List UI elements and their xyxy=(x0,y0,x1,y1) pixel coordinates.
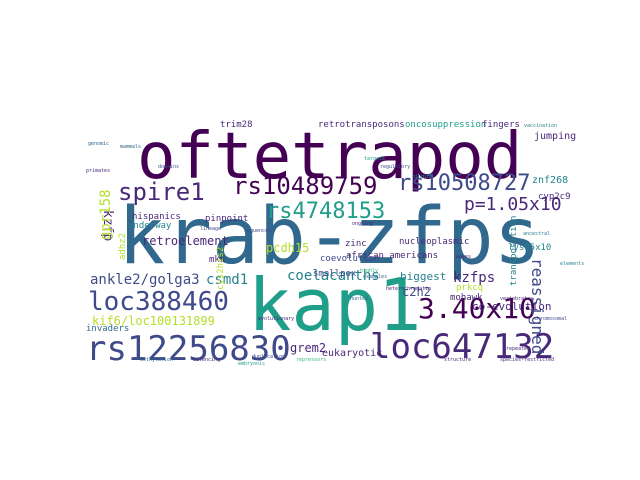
cloud-word: pinpoint xyxy=(205,214,248,224)
cloud-word: retroelement xyxy=(142,234,229,248)
cloud-word: csmd1 xyxy=(206,272,248,288)
cloud-word: mohawk xyxy=(450,293,483,303)
cloud-word: vertebrates xyxy=(500,296,533,302)
cloud-word: elements xyxy=(560,261,584,267)
cloud-word: hunted xyxy=(350,296,368,302)
cloud-word: rs10508727 xyxy=(398,171,530,196)
cloud-word: oftetrapod xyxy=(137,120,522,194)
cloud-word: rs10489759 xyxy=(233,172,378,200)
cloud-word: duplication xyxy=(252,354,285,360)
cloud-word: transposition xyxy=(509,216,519,286)
cloud-word: kif6/loc100131899 xyxy=(92,314,215,328)
cloud-word: regulatory xyxy=(380,164,410,170)
cloud-word: jumping xyxy=(534,131,576,142)
cloud-word: african americans xyxy=(346,251,438,261)
cloud-word: prkcq xyxy=(456,283,483,293)
cloud-word: genomic xyxy=(88,141,109,147)
cloud-word: krab-zfps xyxy=(118,192,541,282)
cloud-word: species-restricted xyxy=(500,357,554,363)
cloud-word: waves xyxy=(456,254,471,260)
cloud-word: smallpox xyxy=(313,269,357,279)
cloud-word: trim28 xyxy=(220,120,253,130)
cloud-word: p=1.05x10 xyxy=(464,194,562,215)
cloud-word: ancestral xyxy=(523,231,550,237)
cloud-word: pcdh15 xyxy=(266,241,309,255)
cloud-word: targets xyxy=(364,156,385,162)
cloud-word: evolutionary xyxy=(258,316,294,322)
cloud-word: mkx xyxy=(209,255,226,265)
cloud-word: hispanics xyxy=(132,212,181,222)
cloud-word: loc388460 xyxy=(88,287,229,317)
cloud-word: gpr158 xyxy=(98,189,114,240)
cloud-word: vaccination xyxy=(524,123,557,129)
cloud-word: grem2 xyxy=(290,341,326,355)
cloud-word: kzfp xyxy=(100,210,115,241)
cloud-word: rs12256830 xyxy=(86,329,291,369)
cloud-word: loc647132 xyxy=(370,327,554,367)
cloud-word: kap1 xyxy=(248,263,421,347)
cloud-word: binding xyxy=(412,174,433,180)
cloud-word: fingers xyxy=(482,120,520,130)
cloud-word: underway xyxy=(128,221,172,231)
cloud-word: lys95x10 xyxy=(508,243,551,253)
cloud-word: highly xyxy=(360,268,378,274)
cloud-word: spire1 xyxy=(118,178,205,206)
cloud-word: co-evolution xyxy=(472,300,551,313)
cloud-word: domains xyxy=(158,164,179,170)
cloud-word: mammals xyxy=(120,144,141,150)
cloud-word: embryonic xyxy=(238,361,265,367)
cloud-word: ongoing xyxy=(352,221,373,227)
cloud-word: lineage xyxy=(200,226,221,232)
cloud-word: chromosomal xyxy=(534,316,567,322)
cloud-word: invaders xyxy=(86,324,129,334)
cloud-word: znf268 xyxy=(532,175,568,186)
cloud-word: examples xyxy=(363,274,387,280)
cloud-word: cyp2c9 xyxy=(538,192,571,202)
cloud-word: ankle2/golga3 xyxy=(90,272,200,288)
cloud-word: methylation xyxy=(140,357,173,363)
cloud-word: primates xyxy=(86,168,110,174)
cloud-word: coelacanths xyxy=(287,268,380,284)
cloud-word: kzfps xyxy=(453,270,495,286)
cloud-word: rs4748153 xyxy=(266,199,385,224)
cloud-word: structure xyxy=(444,357,471,363)
cloud-word: oncosuppression xyxy=(405,120,486,130)
cloud-word: sequences xyxy=(244,228,271,234)
cloud-word: repressors xyxy=(296,357,326,363)
cloud-word: heterochromatin xyxy=(386,286,431,292)
cloud-word: silencing xyxy=(193,357,220,363)
cloud-word: retrotransposons xyxy=(318,120,405,130)
cloud-word: reassigned xyxy=(528,258,547,354)
cloud-word: repeated xyxy=(506,346,530,352)
cloud-word: cys2his2 xyxy=(216,247,226,290)
cloud-word: eukaryotic xyxy=(322,348,382,359)
cloud-word: nucleoplasmic xyxy=(399,237,469,247)
cloud-word: adhz2 xyxy=(118,233,128,260)
cloud-word: c2h2 xyxy=(402,285,431,299)
cloud-word: zinc xyxy=(345,239,367,249)
cloud-word: biggest xyxy=(400,270,446,283)
cloud-word: coevolution xyxy=(320,254,380,264)
cloud-word: 3.40x10 xyxy=(418,292,536,325)
